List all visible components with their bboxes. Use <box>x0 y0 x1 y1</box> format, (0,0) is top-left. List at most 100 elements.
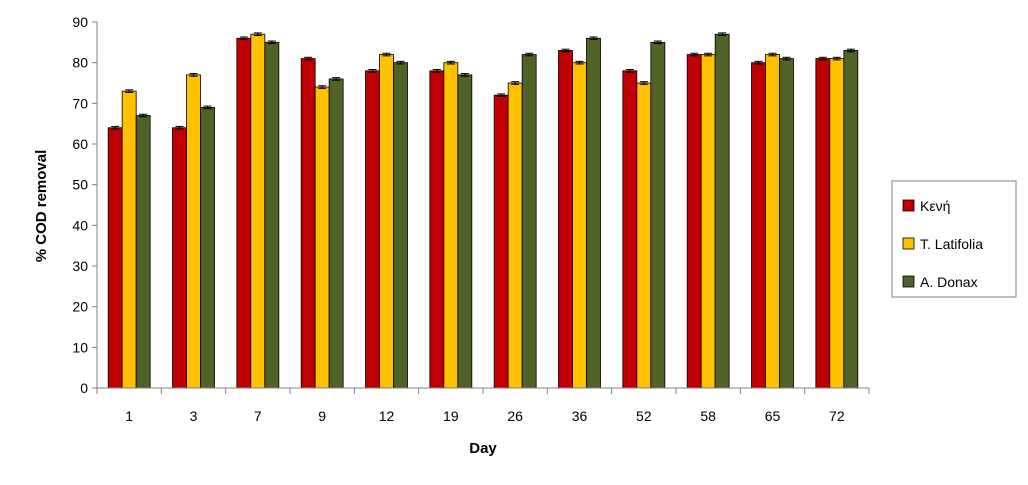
error-bar <box>318 85 327 89</box>
error-bar <box>768 52 777 57</box>
error-bar <box>332 77 341 81</box>
bar-2-1 <box>121 90 137 389</box>
bar-3-65 <box>779 58 794 389</box>
bar-3-12 <box>393 62 408 389</box>
x-tick-label: 7 <box>254 408 262 424</box>
x-tick-label: 58 <box>700 408 716 424</box>
y-tick-label: 0 <box>80 380 88 396</box>
bar-1-3 <box>172 127 187 389</box>
error-bar <box>253 32 262 36</box>
bar-3-7 <box>264 41 280 389</box>
y-tick-label: 80 <box>72 55 88 71</box>
error-bar <box>382 52 391 57</box>
y-tick-label: 90 <box>72 14 88 30</box>
error-bar <box>754 60 763 65</box>
bars-layer <box>107 32 859 389</box>
bar-2-3 <box>186 74 201 389</box>
error-bar <box>639 81 648 85</box>
bar-2-19 <box>443 62 459 389</box>
y-axis-title: % COD removal <box>33 150 50 263</box>
error-bar <box>718 32 727 36</box>
bar-3-9 <box>328 78 344 389</box>
bar-3-3 <box>200 107 215 389</box>
error-bar <box>561 48 570 53</box>
bar-2-52 <box>636 82 652 389</box>
error-bar <box>139 113 148 118</box>
bar-2-72 <box>829 58 845 389</box>
bar-3-36 <box>586 37 601 389</box>
y-tick-label: 20 <box>72 299 88 315</box>
error-bar <box>125 89 134 93</box>
bar-3-52 <box>650 41 666 389</box>
error-bar <box>625 69 634 73</box>
bar-2-36 <box>572 62 587 389</box>
bar-3-72 <box>843 50 859 389</box>
bar-1-26 <box>493 94 509 389</box>
x-tick-label: 19 <box>443 408 459 424</box>
y-tick-label: 40 <box>72 217 88 233</box>
bar-1-72 <box>815 58 831 389</box>
y-tick-label: 60 <box>72 136 88 152</box>
y-tick-label: 30 <box>72 258 88 274</box>
error-bar <box>189 73 198 77</box>
error-bar <box>525 52 534 57</box>
bar-3-19 <box>457 74 473 389</box>
bar-1-52 <box>622 70 638 389</box>
bar-2-12 <box>379 54 394 389</box>
error-bar <box>460 73 469 77</box>
error-bar <box>818 56 827 61</box>
bar-1-12 <box>365 70 380 389</box>
error-bar <box>203 105 212 110</box>
error-bar <box>175 125 184 130</box>
legend-label: Κενή <box>920 198 950 214</box>
bar-1-36 <box>558 50 573 389</box>
axes-layer: 0 10 20 30 40 50 60 70 80 90 1 3 7 9 12 19 26 36 52 58 65 72 <box>72 14 870 424</box>
bar-3-1 <box>135 115 151 389</box>
x-axis-title: Day <box>469 440 497 457</box>
x-tick-label: 72 <box>829 408 845 424</box>
y-tick-label: 10 <box>72 339 88 355</box>
x-tick-label: 3 <box>190 408 198 424</box>
legend-swatch <box>902 199 915 212</box>
error-bar <box>832 56 841 61</box>
error-bar <box>396 60 405 65</box>
error-bar <box>575 60 584 65</box>
legend-swatch <box>902 275 915 288</box>
error-bar <box>267 40 276 45</box>
bar-2-26 <box>507 82 523 389</box>
error-bar <box>497 93 506 97</box>
error-bar <box>653 40 662 45</box>
bar-2-58 <box>700 54 716 389</box>
error-bar <box>704 52 713 57</box>
legend-swatch <box>902 237 915 250</box>
x-tick-label: 26 <box>507 408 523 424</box>
y-tick-label: 50 <box>72 177 88 193</box>
bar-2-65 <box>765 54 780 389</box>
x-tick-label: 36 <box>572 408 588 424</box>
y-tick-label: 70 <box>72 95 88 111</box>
error-bar <box>239 36 248 41</box>
legend-label: T. Latifolia <box>920 236 983 252</box>
bar-1-7 <box>236 37 252 389</box>
x-tick-label: 65 <box>765 408 781 424</box>
legend-label: A. Donax <box>920 274 978 290</box>
error-bar <box>446 60 455 65</box>
error-bar <box>368 69 377 73</box>
x-tick-label: 1 <box>125 408 133 424</box>
error-bar <box>304 56 313 61</box>
x-tick-label: 9 <box>318 408 326 424</box>
error-bar <box>690 52 699 57</box>
bar-1-58 <box>686 54 702 389</box>
error-bar <box>846 48 855 53</box>
legend: Κενή T. Latifolia A. Donax <box>891 180 1017 298</box>
bar-1-65 <box>751 62 766 389</box>
bar-3-26 <box>521 54 537 389</box>
x-tick-label: 12 <box>379 408 395 424</box>
bar-1-9 <box>300 58 316 389</box>
error-bar <box>589 36 598 41</box>
bar-2-9 <box>314 86 330 389</box>
bar-1-19 <box>429 70 445 389</box>
error-bar <box>432 69 441 73</box>
bar-1-1 <box>107 127 123 389</box>
